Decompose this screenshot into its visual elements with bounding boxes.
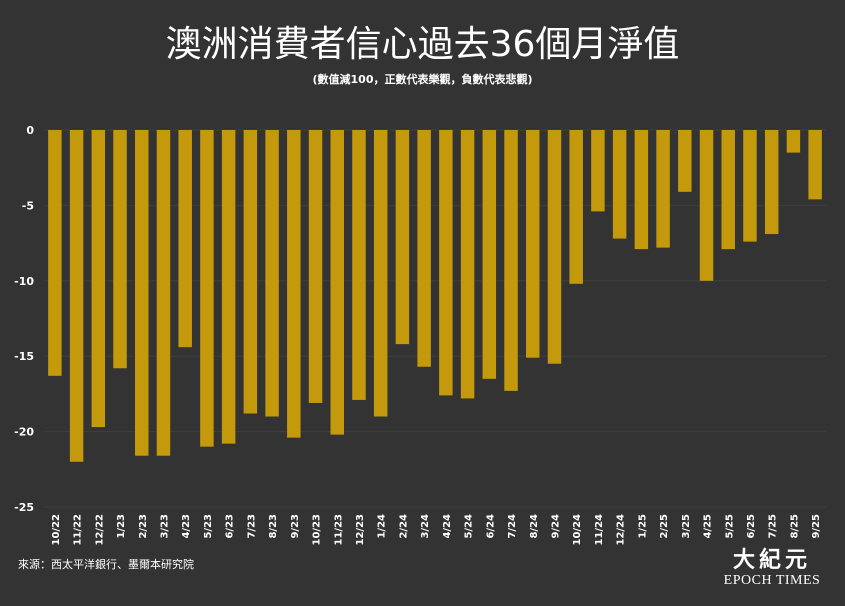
bar bbox=[69, 130, 84, 462]
bar bbox=[352, 130, 366, 400]
bar bbox=[113, 130, 127, 369]
x-tick-label: 1/23 bbox=[116, 514, 127, 539]
bar bbox=[721, 130, 735, 250]
x-tick-label: 4/25 bbox=[703, 514, 714, 539]
bar bbox=[221, 130, 236, 444]
x-tick-label: 2/24 bbox=[398, 514, 409, 539]
x-tick-label: 1/25 bbox=[637, 514, 648, 539]
x-tick-label: 10/22 bbox=[51, 514, 62, 546]
bar bbox=[634, 130, 649, 250]
x-tick-label: 10/24 bbox=[572, 514, 583, 546]
x-tick-label: 6/24 bbox=[485, 514, 496, 539]
bar bbox=[526, 130, 540, 358]
bar bbox=[308, 130, 323, 403]
bar bbox=[764, 130, 779, 235]
y-axis-ticks: 0 -5 -10 -15 -20 -25 bbox=[14, 124, 34, 514]
grid-lines bbox=[44, 129, 826, 508]
x-tick-label: 9/24 bbox=[550, 514, 561, 539]
x-tick-label: 3/24 bbox=[420, 514, 431, 539]
bar bbox=[808, 130, 822, 200]
bar bbox=[678, 130, 692, 192]
x-tick-label: 11/22 bbox=[73, 514, 84, 546]
x-tick-label: 7/25 bbox=[768, 514, 779, 539]
y-tick-label: -25 bbox=[14, 501, 34, 514]
bar bbox=[287, 130, 301, 438]
epoch-times-logo: 大紀元 EPOCH TIMES bbox=[716, 548, 828, 596]
x-tick-label: 7/24 bbox=[507, 514, 518, 539]
bar bbox=[156, 130, 171, 456]
x-tick-label: 9/25 bbox=[811, 514, 822, 539]
y-tick-label: -20 bbox=[14, 426, 34, 439]
x-tick-label: 4/24 bbox=[442, 514, 453, 539]
bar bbox=[743, 130, 757, 242]
x-tick-label: 11/23 bbox=[333, 514, 344, 546]
x-tick-label: 2/23 bbox=[138, 514, 149, 539]
x-tick-label: 7/23 bbox=[246, 514, 257, 539]
bar bbox=[395, 130, 410, 345]
bar bbox=[48, 130, 62, 376]
x-tick-label: 6/23 bbox=[225, 514, 236, 539]
x-tick-label: 5/25 bbox=[724, 514, 735, 539]
bar bbox=[656, 130, 670, 248]
x-tick-label: 3/25 bbox=[681, 514, 692, 539]
x-tick-label: 5/23 bbox=[203, 514, 214, 539]
bar bbox=[243, 130, 258, 414]
bar bbox=[439, 130, 453, 396]
x-tick-label: 1/24 bbox=[377, 514, 388, 539]
y-tick-label: 0 bbox=[26, 124, 34, 137]
x-tick-label: 8/23 bbox=[268, 514, 279, 539]
chart-subtitle: (數值減100，正數代表樂觀，負數代表悲觀) bbox=[312, 73, 533, 86]
logo-chinese-text: 大紀元 bbox=[732, 547, 811, 573]
x-tick-label: 8/24 bbox=[529, 514, 540, 539]
bar bbox=[460, 130, 475, 399]
y-tick-label: -15 bbox=[14, 350, 34, 363]
x-tick-label: 4/23 bbox=[181, 514, 192, 539]
x-tick-label: 12/22 bbox=[94, 514, 105, 546]
bar bbox=[91, 130, 106, 428]
bar bbox=[482, 130, 497, 379]
bar bbox=[699, 130, 714, 281]
bar bbox=[200, 130, 214, 447]
bar bbox=[373, 130, 388, 417]
x-tick-label: 8/25 bbox=[789, 514, 800, 539]
x-tick-label: 11/24 bbox=[594, 514, 605, 546]
y-tick-label: -10 bbox=[14, 275, 34, 288]
x-tick-label: 12/24 bbox=[616, 514, 627, 546]
bar bbox=[504, 130, 518, 391]
logo-english-text: EPOCH TIMES bbox=[723, 573, 821, 588]
x-tick-label: 2/25 bbox=[659, 514, 670, 539]
chart-title: 澳洲消費者信心過去36個月淨值 bbox=[165, 24, 680, 65]
y-tick-label: -5 bbox=[22, 199, 34, 212]
x-axis-ticks: 10/22 11/22 12/22 1/23 2/23 3/23 4/23 5/23 6/23 7… bbox=[51, 514, 822, 546]
x-tick-label: 9/23 bbox=[290, 514, 301, 539]
x-tick-label: 3/23 bbox=[159, 514, 170, 539]
x-tick-label: 12/23 bbox=[355, 514, 366, 546]
bar bbox=[330, 130, 344, 435]
bar bbox=[417, 130, 431, 367]
source-note: 來源：西太平洋銀行、墨爾本研究院 bbox=[18, 558, 194, 571]
bar-series bbox=[48, 130, 822, 462]
x-tick-label: 10/23 bbox=[312, 514, 323, 546]
bar bbox=[135, 130, 149, 456]
bar bbox=[591, 130, 605, 212]
bar bbox=[612, 130, 627, 239]
bar bbox=[547, 130, 562, 364]
bar bbox=[178, 130, 192, 348]
bar bbox=[265, 130, 279, 417]
x-tick-label: 6/25 bbox=[746, 514, 757, 539]
bar bbox=[569, 130, 583, 284]
bar bbox=[786, 130, 801, 153]
x-tick-label: 5/24 bbox=[464, 514, 475, 539]
